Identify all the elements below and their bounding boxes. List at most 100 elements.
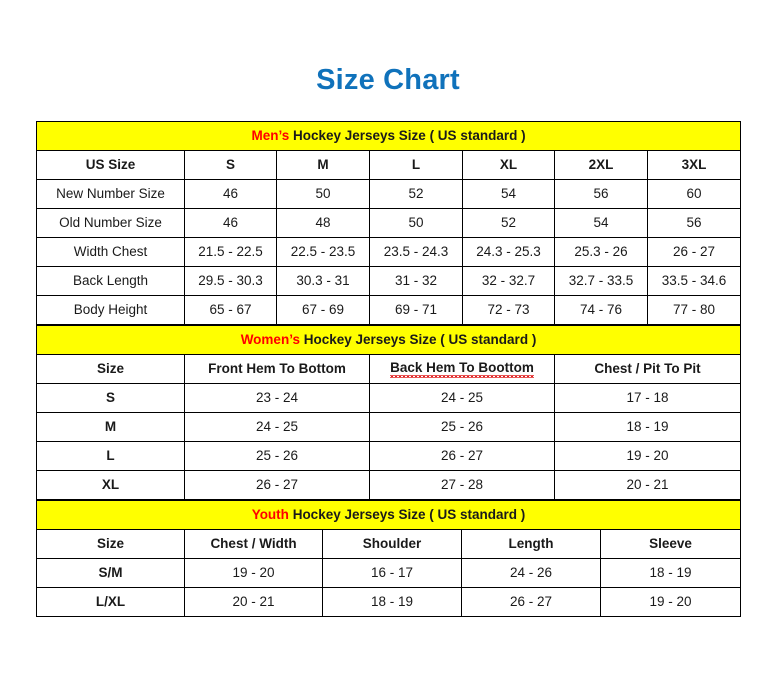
- mens-row-1-value-1: 48: [276, 208, 370, 238]
- womens-row-2-value-0: 25 - 26: [184, 441, 370, 471]
- mens-row-2-value-1: 22.5 - 23.5: [276, 237, 370, 267]
- youth-row-0-label: S/M: [36, 558, 185, 588]
- table-row: Width Chest 21.5 - 22.5 22.5 - 23.5 23.5…: [36, 237, 742, 267]
- youth-row-0-value-1: 16 - 17: [322, 558, 462, 588]
- mens-banner-rest: Hockey Jerseys Size ( US standard ): [289, 128, 526, 144]
- womens-banner-rest: Hockey Jerseys Size ( US standard ): [299, 332, 537, 348]
- mens-size-table: Men’s Hockey Jerseys Size ( US standard …: [35, 121, 742, 325]
- mens-section-banner: Men’s Hockey Jerseys Size ( US standard …: [35, 121, 742, 151]
- womens-row-0-value-2: 17 - 18: [554, 383, 741, 413]
- mens-row-2-value-4: 25.3 - 26: [554, 237, 648, 267]
- table-row: M 24 - 25 25 - 26 18 - 19: [36, 412, 741, 442]
- womens-header-row: Size Front Hem To Bottom Back Hem To Boo…: [36, 354, 741, 384]
- womens-row-3-value-0: 26 - 27: [184, 470, 370, 500]
- size-tables-container: Men’s Hockey Jerseys Size ( US standard …: [35, 121, 742, 617]
- table-row: Back Length 29.5 - 30.3 30.3 - 31 31 - 3…: [36, 266, 742, 296]
- mens-row-3-value-0: 29.5 - 30.3: [184, 266, 277, 296]
- womens-row-3-value-1: 27 - 28: [369, 470, 555, 500]
- mens-row-1-value-2: 50: [369, 208, 463, 238]
- mens-row-0-value-2: 52: [369, 179, 463, 209]
- table-row: L 25 - 26 26 - 27 19 - 20: [36, 441, 741, 471]
- table-row: New Number Size 46 50 52 54 56 60: [36, 179, 742, 209]
- womens-banner-accent: Women’s: [240, 332, 300, 348]
- womens-row-1-value-2: 18 - 19: [554, 412, 741, 442]
- mens-header-cell-2: M: [276, 150, 370, 180]
- mens-row-3-value-5: 33.5 - 34.6: [646, 266, 742, 296]
- table-row: Body Height 65 - 67 67 - 69 69 - 71 72 -…: [36, 295, 742, 325]
- womens-header-cell-3: Chest / Pit To Pit: [554, 354, 741, 384]
- mens-row-3-value-3: 32 - 32.7: [462, 266, 555, 296]
- mens-row-3-value-1: 30.3 - 31: [276, 266, 370, 296]
- youth-size-table: Youth Hockey Jerseys Size ( US standard …: [36, 500, 741, 617]
- youth-banner-rest: Hockey Jerseys Size ( US standard ): [288, 507, 526, 523]
- mens-header-cell-1: S: [184, 150, 277, 180]
- youth-section-banner: Youth Hockey Jerseys Size ( US standard …: [36, 500, 741, 530]
- mens-banner-accent: Men’s: [251, 128, 290, 144]
- mens-row-4-value-1: 67 - 69: [276, 295, 370, 325]
- youth-banner-accent: Youth: [251, 507, 289, 523]
- table-row: S/M 19 - 20 16 - 17 24 - 26 18 - 19: [36, 558, 741, 588]
- mens-header-cell-5: 2XL: [554, 150, 648, 180]
- mens-header-cell-6: 3XL: [646, 150, 742, 180]
- mens-row-4-value-3: 72 - 73: [462, 295, 555, 325]
- youth-header-cell-3: Length: [461, 529, 601, 559]
- youth-header-cell-0: Size: [36, 529, 185, 559]
- table-row: S 23 - 24 24 - 25 17 - 18: [36, 383, 741, 413]
- womens-row-0-label: S: [36, 383, 185, 413]
- mens-row-1-value-0: 46: [184, 208, 277, 238]
- mens-row-4-value-2: 69 - 71: [369, 295, 463, 325]
- mens-row-1-value-3: 52: [462, 208, 555, 238]
- womens-row-3-label: XL: [36, 470, 185, 500]
- mens-row-3-label: Back Length: [36, 266, 185, 296]
- youth-header-cell-2: Shoulder: [322, 529, 462, 559]
- mens-section-banner-row: Men’s Hockey Jerseys Size ( US standard …: [35, 121, 742, 151]
- mens-row-4-value-4: 74 - 76: [554, 295, 648, 325]
- table-row: Old Number Size 46 48 50 52 54 56: [36, 208, 742, 238]
- youth-row-1-label: L/XL: [36, 587, 185, 617]
- youth-row-1-value-3: 19 - 20: [600, 587, 741, 617]
- womens-row-0-value-0: 23 - 24: [184, 383, 370, 413]
- youth-header-cell-4: Sleeve: [600, 529, 741, 559]
- mens-row-2-value-0: 21.5 - 22.5: [184, 237, 277, 267]
- table-row: XL 26 - 27 27 - 28 20 - 21: [36, 470, 741, 500]
- mens-row-2-value-3: 24.3 - 25.3: [462, 237, 555, 267]
- youth-row-0-value-2: 24 - 26: [461, 558, 601, 588]
- youth-row-1-value-2: 26 - 27: [461, 587, 601, 617]
- womens-row-2-value-2: 19 - 20: [554, 441, 741, 471]
- mens-row-3-value-2: 31 - 32: [369, 266, 463, 296]
- womens-row-2-label: L: [36, 441, 185, 471]
- mens-row-0-value-4: 56: [554, 179, 648, 209]
- womens-row-2-value-1: 26 - 27: [369, 441, 555, 471]
- mens-row-3-value-4: 32.7 - 33.5: [554, 266, 648, 296]
- mens-row-0-value-3: 54: [462, 179, 555, 209]
- womens-row-3-value-2: 20 - 21: [554, 470, 741, 500]
- mens-row-2-value-5: 26 - 27: [646, 237, 742, 267]
- womens-row-1-label: M: [36, 412, 185, 442]
- table-row: L/XL 20 - 21 18 - 19 26 - 27 19 - 20: [36, 587, 741, 617]
- womens-header-cell-1: Front Hem To Bottom: [184, 354, 370, 384]
- mens-row-2-label: Width Chest: [36, 237, 185, 267]
- womens-row-1-value-1: 25 - 26: [369, 412, 555, 442]
- youth-row-0-value-3: 18 - 19: [600, 558, 741, 588]
- mens-row-2-value-2: 23.5 - 24.3: [369, 237, 463, 267]
- mens-row-0-value-1: 50: [276, 179, 370, 209]
- womens-header-cell-2: Back Hem To Boottom: [369, 354, 555, 384]
- womens-header-cell-0: Size: [36, 354, 185, 384]
- mens-row-4-value-0: 65 - 67: [184, 295, 277, 325]
- mens-header-cell-0: US Size: [36, 150, 185, 180]
- womens-section-banner-row: Women’s Hockey Jerseys Size ( US standar…: [36, 325, 741, 355]
- youth-header-cell-1: Chest / Width: [184, 529, 323, 559]
- mens-row-1-value-5: 56: [646, 208, 742, 238]
- mens-row-4-value-5: 77 - 80: [646, 295, 742, 325]
- mens-row-4-label: Body Height: [36, 295, 185, 325]
- mens-header-row: US Size S M L XL 2XL 3XL: [36, 150, 742, 180]
- womens-row-1-value-0: 24 - 25: [184, 412, 370, 442]
- mens-row-0-label: New Number Size: [36, 179, 185, 209]
- misspelled-word: Back Hem To Boottom: [390, 359, 534, 379]
- mens-header-cell-3: L: [369, 150, 463, 180]
- mens-row-1-label: Old Number Size: [36, 208, 185, 238]
- mens-row-0-value-0: 46: [184, 179, 277, 209]
- mens-header-cell-4: XL: [462, 150, 555, 180]
- youth-row-0-value-0: 19 - 20: [184, 558, 323, 588]
